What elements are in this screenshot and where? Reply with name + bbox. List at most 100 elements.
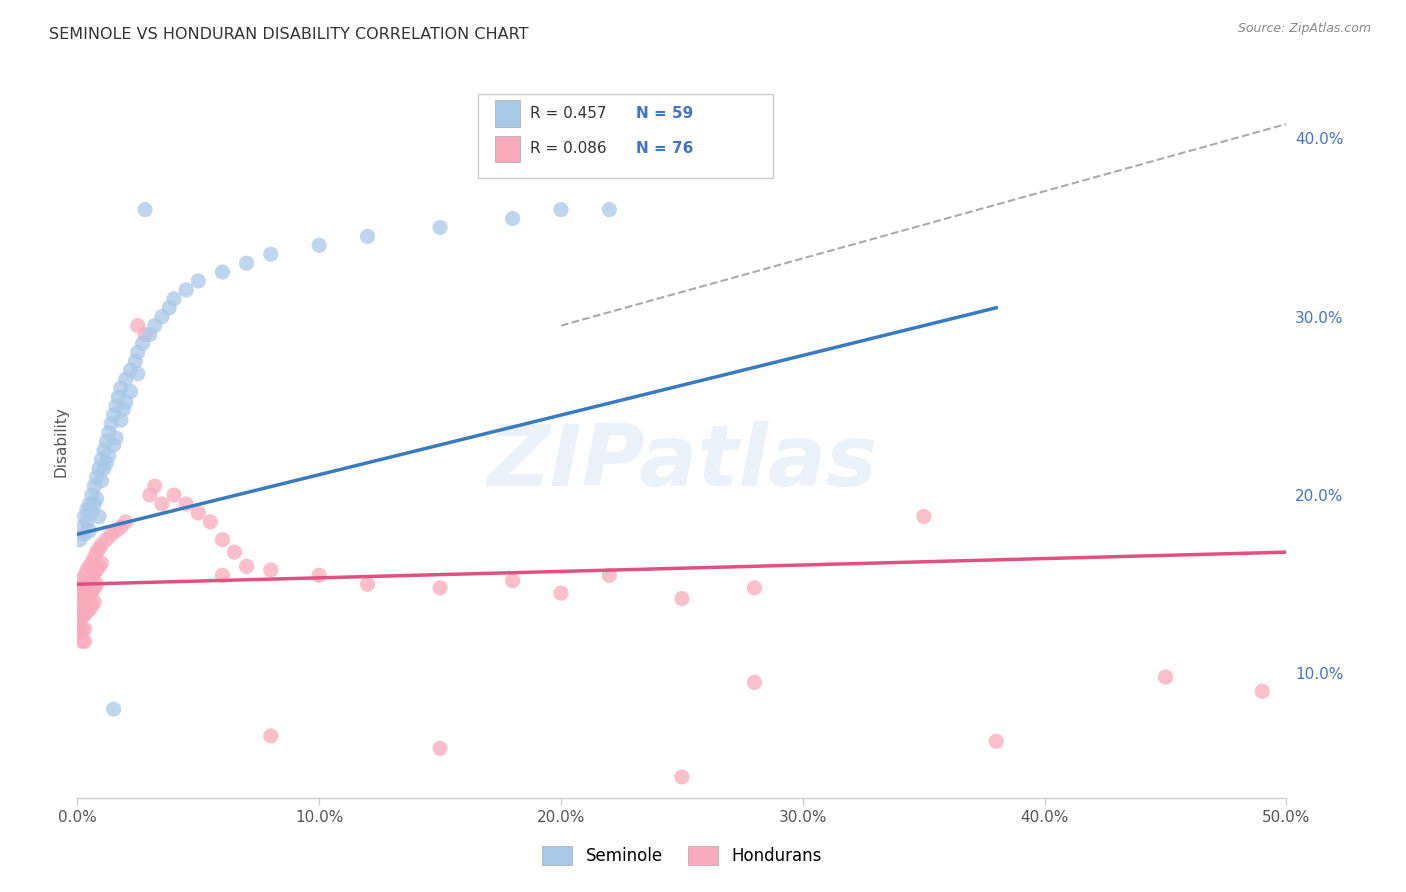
Point [356, 577, 378, 591]
Point [502, 574, 524, 588]
Point [97, 449, 120, 463]
Point [598, 568, 620, 582]
Point [211, 533, 233, 547]
Point [70, 622, 93, 636]
Point [103, 702, 125, 716]
Point [83, 595, 105, 609]
Point [80, 556, 103, 570]
Point [80, 506, 103, 520]
Point [550, 202, 572, 217]
Point [70, 574, 93, 588]
Point [90, 556, 112, 570]
Point [120, 384, 142, 399]
Point [70, 634, 93, 648]
Point [429, 741, 451, 756]
Text: ZIPatlas: ZIPatlas [486, 421, 877, 505]
Point [187, 506, 209, 520]
Point [598, 202, 620, 217]
Point [174, 497, 197, 511]
Point [139, 488, 162, 502]
Point [131, 336, 153, 351]
Point [187, 274, 209, 288]
Text: SEMINOLE VS HONDURAN DISABILITY CORRELATION CHART: SEMINOLE VS HONDURAN DISABILITY CORRELAT… [49, 27, 529, 42]
Point [143, 318, 166, 333]
Point [79, 524, 101, 538]
Point [69, 607, 91, 622]
Point [134, 202, 156, 217]
Text: N = 76: N = 76 [636, 142, 693, 156]
Point [69, 581, 91, 595]
Point [69, 599, 91, 613]
Point [73, 509, 96, 524]
Point [83, 550, 105, 565]
Point [986, 734, 1008, 748]
Y-axis label: Disability: Disability [53, 406, 69, 477]
Point [79, 574, 101, 588]
Point [100, 527, 122, 541]
Point [80, 599, 103, 613]
Point [73, 622, 96, 636]
Point [86, 470, 108, 484]
Point [211, 568, 233, 582]
Point [103, 438, 125, 452]
Point [79, 497, 101, 511]
Point [96, 434, 118, 449]
Point [69, 616, 91, 631]
Point [124, 354, 146, 368]
Point [100, 417, 122, 431]
Point [73, 581, 96, 595]
Point [1154, 670, 1177, 684]
Point [550, 586, 572, 600]
Point [114, 395, 136, 409]
Point [83, 566, 105, 581]
Point [150, 310, 173, 324]
Point [163, 292, 186, 306]
Point [110, 520, 132, 534]
Point [87, 559, 110, 574]
Point [107, 390, 129, 404]
Point [110, 381, 132, 395]
Point [80, 584, 103, 599]
Point [105, 524, 128, 538]
Point [76, 604, 98, 618]
Point [96, 533, 118, 547]
Point [308, 568, 330, 582]
Point [70, 586, 93, 600]
Point [73, 595, 96, 609]
Point [90, 474, 112, 488]
Point [105, 399, 128, 413]
Point [76, 563, 98, 577]
Point [671, 770, 693, 784]
Point [69, 533, 91, 547]
Point [87, 461, 110, 475]
Point [260, 247, 283, 261]
Point [93, 461, 115, 475]
Point [86, 563, 108, 577]
Text: R = 0.457: R = 0.457 [530, 106, 606, 120]
Point [744, 675, 766, 690]
Point [308, 238, 330, 252]
Point [73, 568, 96, 582]
Point [96, 456, 118, 470]
Point [211, 265, 233, 279]
Point [127, 345, 149, 359]
Point [90, 538, 112, 552]
Point [76, 502, 98, 516]
Point [105, 431, 128, 445]
Point [224, 545, 246, 559]
Point [76, 577, 98, 591]
Text: N = 59: N = 59 [636, 106, 693, 120]
Point [103, 408, 125, 422]
Legend: Seminole, Hondurans: Seminole, Hondurans [536, 839, 828, 872]
Point [120, 363, 142, 377]
Point [76, 591, 98, 606]
Point [69, 625, 91, 640]
Point [87, 509, 110, 524]
Point [80, 488, 103, 502]
Point [73, 634, 96, 648]
Point [671, 591, 693, 606]
Point [79, 588, 101, 602]
Point [79, 602, 101, 616]
Point [90, 452, 112, 467]
Point [76, 515, 98, 529]
